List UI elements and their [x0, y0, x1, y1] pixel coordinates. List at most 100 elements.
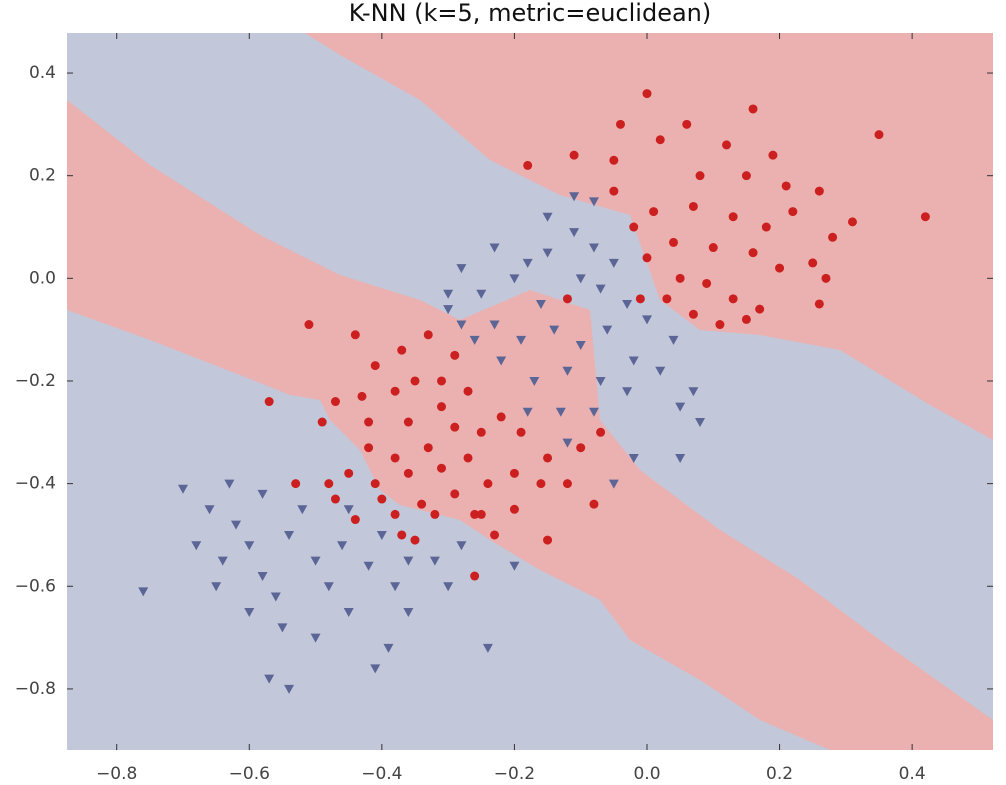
point — [588, 197, 599, 207]
point — [695, 418, 706, 428]
point — [628, 356, 639, 366]
point — [217, 556, 228, 566]
point — [264, 674, 275, 684]
point — [397, 530, 407, 540]
point — [509, 504, 519, 514]
point — [204, 505, 215, 515]
x-tick-label: −0.6 — [229, 764, 270, 784]
point — [555, 407, 566, 417]
point — [708, 243, 718, 253]
point — [430, 509, 440, 519]
point — [542, 212, 553, 222]
point — [364, 417, 374, 427]
point — [456, 541, 467, 551]
point — [688, 309, 698, 319]
x-tick-label: 0.2 — [766, 764, 793, 784]
point — [569, 150, 579, 160]
point — [330, 494, 340, 504]
point — [496, 356, 507, 366]
point — [310, 556, 321, 566]
point — [350, 515, 360, 525]
point — [821, 273, 831, 283]
point — [476, 289, 487, 299]
point — [211, 582, 222, 592]
point — [562, 479, 572, 489]
point — [642, 89, 652, 99]
point — [562, 294, 572, 304]
point — [529, 376, 540, 386]
point — [775, 263, 785, 273]
point — [814, 299, 824, 309]
point — [569, 192, 580, 202]
point — [463, 453, 473, 463]
point — [748, 104, 758, 114]
point — [357, 391, 367, 401]
point — [562, 366, 573, 376]
point — [675, 273, 685, 283]
point — [748, 248, 758, 258]
point — [450, 422, 460, 432]
y-tick-label: −0.2 — [15, 371, 56, 391]
point — [456, 264, 467, 274]
point — [655, 366, 666, 376]
point — [370, 479, 380, 489]
point — [595, 284, 606, 294]
y-tick-label: −0.4 — [15, 474, 56, 494]
x-tick-label: −0.8 — [96, 764, 137, 784]
point — [224, 479, 235, 489]
point — [310, 633, 321, 643]
point — [323, 582, 334, 592]
point — [403, 607, 414, 617]
point — [575, 341, 586, 351]
point — [410, 535, 420, 545]
point — [522, 258, 533, 268]
point — [788, 207, 798, 217]
point — [628, 453, 639, 463]
point — [417, 499, 427, 509]
x-tick-label: 0.4 — [899, 764, 926, 784]
point — [437, 376, 447, 386]
y-tick-label: 0.4 — [29, 63, 56, 83]
point — [397, 345, 407, 355]
point — [728, 212, 738, 222]
point — [741, 314, 751, 324]
point — [470, 509, 480, 519]
point — [642, 253, 652, 263]
region-red — [67, 100, 993, 750]
point — [304, 320, 314, 330]
decision-regions — [67, 33, 993, 750]
point — [264, 397, 274, 407]
y-tick-label: −0.8 — [15, 679, 56, 699]
point — [622, 299, 633, 309]
point — [469, 335, 480, 345]
point — [370, 361, 380, 371]
point — [476, 427, 486, 437]
point — [649, 207, 659, 217]
point — [490, 530, 500, 540]
point — [675, 453, 686, 463]
point — [615, 119, 625, 129]
point — [177, 484, 188, 494]
point — [443, 305, 454, 315]
x-tick-label: −0.2 — [494, 764, 535, 784]
point — [622, 387, 633, 397]
point — [543, 453, 553, 463]
point — [576, 443, 586, 453]
point — [343, 607, 354, 617]
point — [516, 427, 526, 437]
point — [403, 468, 413, 478]
point — [695, 171, 705, 181]
point — [470, 571, 480, 581]
point — [496, 412, 506, 422]
point — [535, 299, 546, 309]
point — [755, 304, 765, 314]
x-tick-label: 0.0 — [633, 764, 660, 784]
point — [669, 237, 679, 247]
point — [509, 468, 519, 478]
point — [635, 294, 645, 304]
point — [330, 397, 340, 407]
point — [536, 479, 546, 489]
point — [410, 376, 420, 386]
point — [244, 607, 255, 617]
